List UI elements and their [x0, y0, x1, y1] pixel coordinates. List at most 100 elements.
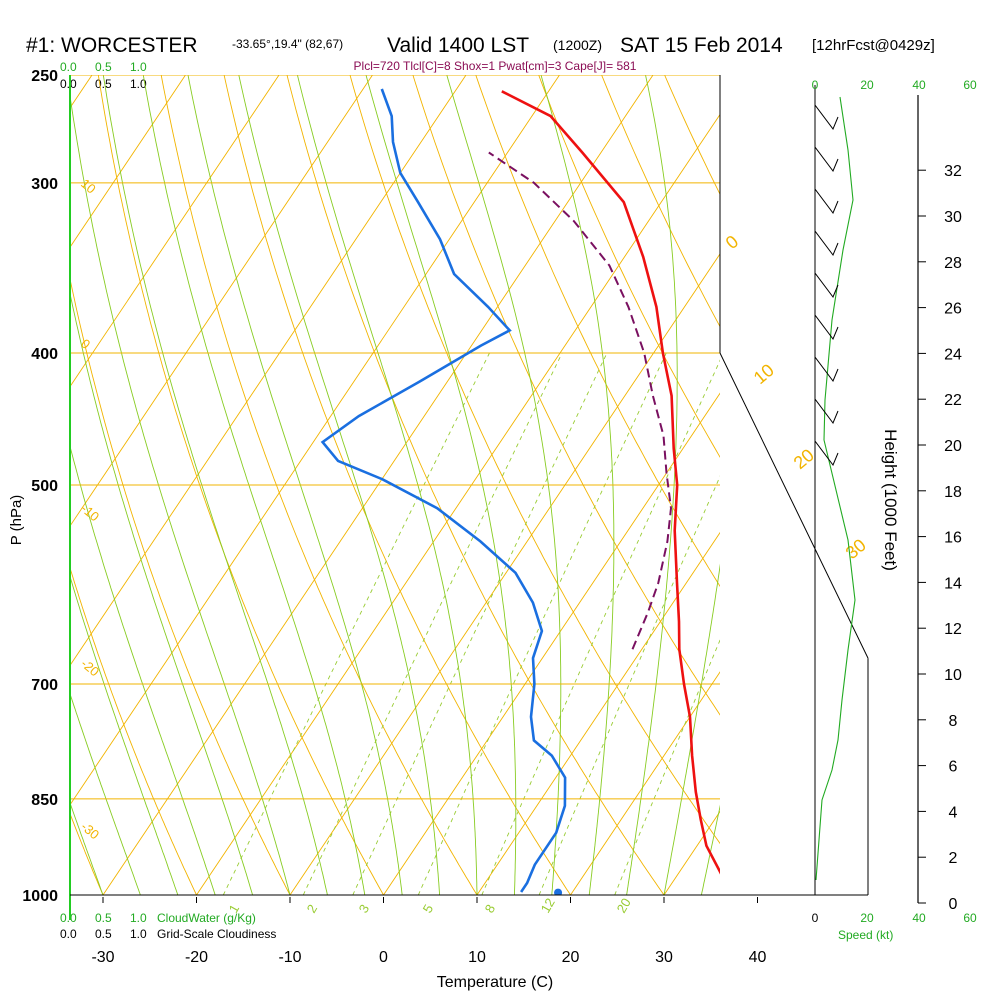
mixing-ratio-label: 20	[614, 895, 634, 915]
cloud-scale-top: 0.0 0.5 1.0 0.0 0.5 1.0	[60, 60, 147, 91]
isotherm	[758, 75, 1000, 895]
height-tick-label: 10	[944, 667, 962, 684]
height-tick-label: 12	[944, 621, 962, 638]
forecast-tag: [12hrFcst@0429z]	[812, 37, 935, 54]
mixing-ratio-label: 5	[420, 902, 437, 916]
height-tick-label: 18	[944, 484, 962, 501]
p-tick-label: 700	[31, 677, 58, 694]
height-tick-label: 0	[949, 896, 958, 913]
y-axis-label: P (hPa)	[8, 495, 25, 546]
wind-barb	[815, 617, 816, 618]
dry-adiabat	[0, 63, 10, 895]
cloud-top-green-1: 0.5	[95, 60, 112, 74]
wind-barb	[815, 104, 839, 130]
dry-adiabat	[847, 63, 1000, 895]
wind-panel: 0 20 40 600 20 40 60	[812, 78, 977, 925]
mixing-ratio-line	[222, 352, 490, 895]
wind-barb	[815, 694, 816, 695]
mixing-ratio-line	[538, 475, 720, 895]
wind-barb	[815, 771, 816, 772]
speed-bottom-tick: 0	[812, 911, 819, 925]
speed-top-tick: 0	[812, 78, 819, 92]
wind-barb	[815, 272, 839, 298]
mixing-ratio-label: 8	[482, 902, 499, 916]
p-tick-label: 250	[31, 68, 58, 85]
mixing-ratio-label: 12	[538, 895, 558, 915]
moist-adiabat	[446, 75, 562, 895]
wind-barb	[815, 727, 816, 728]
mixing-ratio-line	[614, 639, 720, 895]
x-tick-label: -10	[278, 949, 301, 966]
parcel-line	[488, 151, 673, 650]
x-tick-label: 40	[749, 949, 767, 966]
cloudiness-label: Grid-Scale Cloudiness	[157, 927, 276, 941]
height-tick-label: 32	[944, 163, 962, 180]
moist-adiabat	[700, 804, 720, 895]
isotherm	[70, 75, 186, 249]
moist-adiabat	[365, 75, 517, 895]
height-tick-label: 14	[944, 575, 962, 592]
moist-adiabat	[70, 692, 141, 895]
height-tick-label: 28	[944, 255, 962, 272]
dry-adiabat	[70, 566, 197, 895]
wind-barb	[815, 584, 816, 585]
moist-adiabat	[102, 75, 328, 895]
p-tick-label: 400	[31, 346, 58, 363]
mixing-ratio-line	[417, 352, 667, 895]
dry-adiabat-label: 10	[78, 176, 99, 197]
wind-barb	[815, 782, 816, 783]
moist-adiabat	[187, 75, 403, 895]
dewpoint-line	[320, 88, 567, 893]
wind-barb	[815, 760, 816, 761]
height-axis-label: Height (1000 Feet)	[881, 429, 900, 571]
dry-adiabat	[475, 75, 720, 588]
moist-adiabat	[626, 75, 678, 895]
wind-barb	[815, 815, 816, 816]
station-title: #1: WORCESTER	[26, 34, 198, 57]
wind-barb	[815, 826, 816, 827]
moist-adiabat	[70, 92, 291, 895]
height-tick-label: 24	[944, 346, 962, 363]
wind-speed-curve	[815, 96, 856, 881]
station-coords: -33.65°,19.4" (82,67)	[232, 37, 343, 51]
series-lines	[320, 88, 720, 895]
moist-adiabat	[238, 75, 441, 895]
wind-barb	[815, 661, 816, 662]
wind-barb	[815, 398, 839, 424]
wind-barb	[815, 870, 816, 871]
dry-adiabat-label: -20	[78, 656, 102, 680]
height-tick-label: 26	[944, 301, 962, 318]
wind-barb	[815, 595, 816, 596]
mixing-ratio-label: 2	[304, 902, 321, 916]
cloud-top-green-0: 0.0	[60, 60, 77, 74]
wind-barb	[815, 440, 839, 466]
moist-adiabat	[296, 75, 478, 895]
dry-adiabat	[97, 75, 384, 895]
moist-adiabat-label: 10	[750, 360, 778, 388]
speed-bottom-tick: 40	[912, 911, 926, 925]
temperature-line	[501, 90, 720, 875]
moist-adiabat-label: 0	[722, 231, 743, 253]
wind-barb	[815, 562, 816, 563]
cloud-bottom-black-2: 1.0	[130, 927, 147, 941]
p-tick-label: 850	[31, 792, 58, 809]
wind-barb	[815, 716, 816, 717]
height-tick-label: 30	[944, 209, 962, 226]
moist-adiabat	[70, 575, 179, 895]
moist-adiabat	[663, 563, 720, 895]
wind-barb	[815, 859, 816, 860]
height-tick-label: 16	[944, 530, 962, 547]
wind-barb	[815, 892, 816, 893]
dry-adiabat	[601, 75, 720, 328]
wind-barb	[815, 146, 839, 172]
dry-adiabat-label: -10	[78, 501, 102, 525]
wind-barb	[815, 573, 816, 574]
speed-top-tick: 60	[963, 78, 977, 92]
grid-lines	[0, 63, 1000, 895]
p-tick-label: 500	[31, 478, 58, 495]
moist-adiabat	[70, 801, 104, 895]
isotherm	[851, 75, 1000, 895]
moist-adiabat	[142, 75, 366, 895]
wind-barb	[815, 639, 816, 640]
